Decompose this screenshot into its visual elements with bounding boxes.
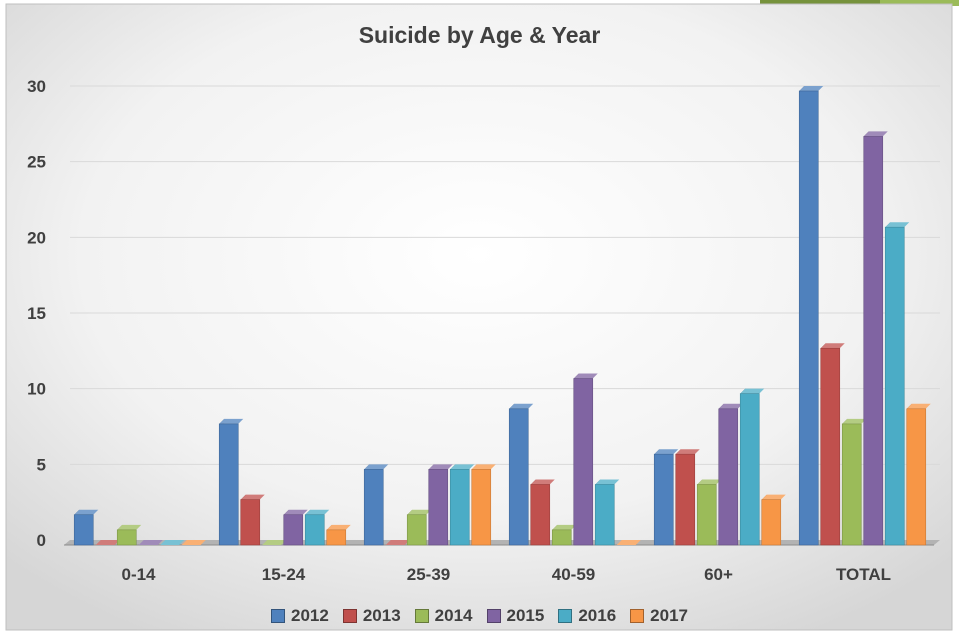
bar — [262, 540, 287, 545]
bar — [181, 540, 206, 545]
bar — [95, 540, 120, 545]
bar — [841, 418, 867, 546]
bar — [218, 418, 244, 546]
bar — [363, 464, 389, 546]
bar — [718, 403, 743, 546]
legend-label: 2017 — [650, 606, 688, 625]
bar — [160, 540, 185, 545]
legend-swatch — [558, 609, 573, 623]
legend-label: 2016 — [578, 606, 617, 625]
bar — [240, 494, 265, 546]
bar — [863, 131, 888, 546]
bar — [675, 449, 700, 546]
bar — [653, 449, 679, 546]
bar — [696, 479, 722, 546]
y-tick-label: 5 — [37, 455, 46, 474]
legend-item: 2013 — [342, 606, 401, 626]
bar — [304, 509, 330, 546]
bar — [116, 524, 142, 546]
bar — [449, 464, 475, 546]
y-tick-label: 20 — [27, 228, 46, 247]
bar — [906, 403, 931, 546]
y-tick-label: 25 — [27, 153, 46, 172]
bar — [385, 540, 410, 545]
legend-item: 2016 — [558, 606, 616, 626]
legend-swatch — [630, 609, 645, 623]
legend-label: 2013 — [362, 606, 401, 625]
bar — [798, 86, 824, 546]
bar — [820, 343, 845, 546]
legend-item: 2012 — [271, 606, 329, 626]
y-tick-label: 15 — [27, 304, 46, 323]
legend-label: 2014 — [434, 606, 473, 625]
legend-swatch — [342, 609, 357, 623]
legend-label: 2015 — [506, 606, 545, 625]
legend-swatch — [486, 609, 501, 623]
bar — [73, 509, 99, 546]
x-tick-label: 25-39 — [407, 565, 450, 584]
bar — [530, 479, 555, 546]
x-tick-label: 15-24 — [262, 565, 306, 584]
x-tick-label: 60+ — [704, 565, 733, 584]
bar — [739, 388, 765, 546]
y-tick-label: 30 — [27, 77, 46, 96]
bar — [406, 509, 432, 546]
bar — [471, 464, 496, 546]
x-tick-label: 0-14 — [121, 565, 156, 584]
legend-item: 2015 — [486, 606, 545, 626]
legend-swatch — [271, 609, 286, 623]
bar — [594, 479, 620, 546]
x-tick-label: 40-59 — [552, 565, 595, 584]
legend-swatch — [414, 609, 429, 623]
bar — [283, 509, 308, 546]
legend-item: 2014 — [414, 606, 473, 626]
slide-accent-bar — [760, 0, 959, 6]
chart-title: Suicide by Age & Year — [358, 22, 601, 48]
bar — [138, 540, 163, 545]
y-tick-label: 0 — [37, 531, 46, 550]
bar — [761, 494, 786, 546]
bar — [551, 524, 577, 546]
bar — [884, 222, 910, 546]
bar — [616, 540, 641, 545]
legend-item: 2017 — [630, 606, 688, 626]
chart-legend: 2012 2013 2014 2015 2016 2017 — [0, 606, 959, 626]
y-tick-label: 10 — [27, 380, 46, 399]
bar — [573, 373, 598, 546]
bar — [428, 464, 453, 546]
legend-label: 2012 — [291, 606, 329, 625]
x-tick-label: TOTAL — [836, 565, 891, 584]
bar — [508, 403, 534, 546]
bar — [326, 524, 351, 546]
